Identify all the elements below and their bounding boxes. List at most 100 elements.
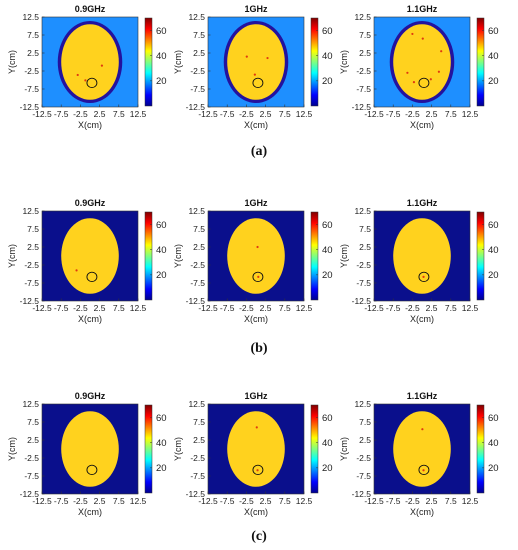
y-tick-label: 7.5	[193, 30, 205, 40]
colorbar-tick-label: 40	[488, 51, 499, 62]
colorbar	[310, 404, 319, 494]
y-axis-label: Y(cm)	[7, 50, 17, 74]
tumor-outline	[252, 464, 264, 476]
x-tick-label: -12.5	[32, 109, 52, 119]
y-tick-label: -12.5	[20, 489, 40, 499]
hotspot-point	[256, 245, 259, 249]
y-tick-label: -12.5	[186, 489, 206, 499]
hotspot-point	[406, 71, 409, 74]
colorbar-tick-label: 60	[322, 220, 333, 231]
y-axis-label: Y(cm)	[173, 437, 183, 461]
x-tick-label: -12.5	[32, 496, 52, 506]
y-tick-label: 7.5	[27, 224, 39, 234]
panel-title: 1.1GHz	[407, 4, 438, 14]
y-tick-label: 7.5	[27, 30, 39, 40]
phantom-body	[61, 411, 119, 487]
y-tick-label: -12.5	[352, 489, 372, 499]
panel-title: 1GHz	[244, 391, 268, 401]
axes-box	[207, 16, 305, 108]
y-tick-label: 7.5	[193, 417, 205, 427]
colorbar-tick-label: 20	[156, 463, 167, 474]
axes-box	[41, 16, 139, 108]
hotspot-point	[421, 37, 424, 40]
y-tick-label: -2.5	[190, 66, 205, 76]
colorbar-tick-label: 20	[156, 76, 167, 87]
x-axis-label: X(cm)	[244, 314, 268, 324]
x-axis-label: X(cm)	[410, 120, 434, 130]
phantom-body	[393, 411, 451, 487]
x-tick-label: -2.5	[239, 496, 254, 506]
hotspot-point	[255, 426, 258, 429]
colorbar	[310, 211, 319, 301]
y-tick-label: -7.5	[190, 278, 205, 288]
hotspot-point	[257, 275, 260, 278]
y-tick-label: -2.5	[190, 453, 205, 463]
x-tick-label: 7.5	[445, 303, 457, 313]
x-tick-label: 2.5	[94, 303, 106, 313]
tumor-outline	[252, 77, 264, 89]
hotspot-point	[75, 269, 78, 272]
colorbar-tick-label: 60	[488, 220, 499, 231]
x-tick-label: -7.5	[220, 109, 235, 119]
colorbar-tick-label: 60	[322, 413, 333, 424]
x-tick-label: 2.5	[94, 109, 106, 119]
y-tick-label: 2.5	[27, 435, 39, 445]
hotspot-point	[422, 275, 425, 278]
colorbar-tick-label: 40	[322, 245, 333, 256]
x-tick-label: -7.5	[220, 303, 235, 313]
colorbar	[310, 17, 319, 107]
panel-title: 0.9GHz	[75, 198, 106, 208]
y-tick-label: 2.5	[359, 242, 371, 252]
x-tick-label: 2.5	[426, 496, 438, 506]
x-tick-label: 7.5	[445, 109, 457, 119]
x-tick-label: -12.5	[32, 303, 52, 313]
x-axis-label: X(cm)	[78, 507, 102, 517]
hotspot-point	[437, 70, 440, 73]
y-tick-label: -2.5	[190, 260, 205, 270]
x-tick-label: -7.5	[54, 109, 69, 119]
colorbar-tick-label: 60	[488, 413, 499, 424]
hotspot-point	[440, 50, 443, 53]
y-tick-label: -12.5	[352, 296, 372, 306]
x-tick-label: 7.5	[113, 109, 125, 119]
colorbar	[476, 17, 485, 107]
y-tick-label: -7.5	[356, 471, 371, 481]
hotspot-point	[266, 56, 269, 60]
hotspot-point	[411, 32, 414, 36]
x-tick-label: -2.5	[73, 109, 88, 119]
x-tick-label: -2.5	[239, 109, 254, 119]
y-tick-label: -2.5	[24, 260, 39, 270]
x-tick-label: -7.5	[386, 109, 401, 119]
y-tick-label: -7.5	[24, 278, 39, 288]
axes-box	[207, 210, 305, 302]
colorbar	[144, 211, 153, 301]
x-tick-label: -2.5	[405, 303, 420, 313]
colorbar	[144, 404, 153, 494]
colorbar-tick-label: 40	[156, 438, 167, 449]
y-tick-label: -2.5	[24, 66, 39, 76]
y-axis-label: Y(cm)	[339, 50, 349, 74]
tumor-outline	[418, 271, 430, 283]
axes-box	[373, 210, 471, 302]
y-tick-label: 2.5	[27, 48, 39, 58]
colorbar-tick-label: 60	[156, 26, 167, 37]
hotspot-point	[100, 64, 104, 67]
x-tick-label: 12.5	[462, 303, 479, 313]
x-tick-label: 12.5	[130, 496, 147, 506]
x-axis-label: X(cm)	[244, 507, 268, 517]
y-tick-label: 12.5	[22, 12, 39, 22]
x-axis-label: X(cm)	[78, 120, 102, 130]
colorbar-tick-label: 60	[156, 413, 167, 424]
colorbar-tick-label: 20	[488, 463, 499, 474]
y-tick-label: -7.5	[356, 278, 371, 288]
colorbar-tick-label: 20	[322, 76, 333, 87]
y-tick-label: -2.5	[356, 66, 371, 76]
colorbar-tick-label: 20	[156, 270, 167, 281]
x-tick-label: -12.5	[198, 496, 218, 506]
y-tick-label: -2.5	[356, 260, 371, 270]
